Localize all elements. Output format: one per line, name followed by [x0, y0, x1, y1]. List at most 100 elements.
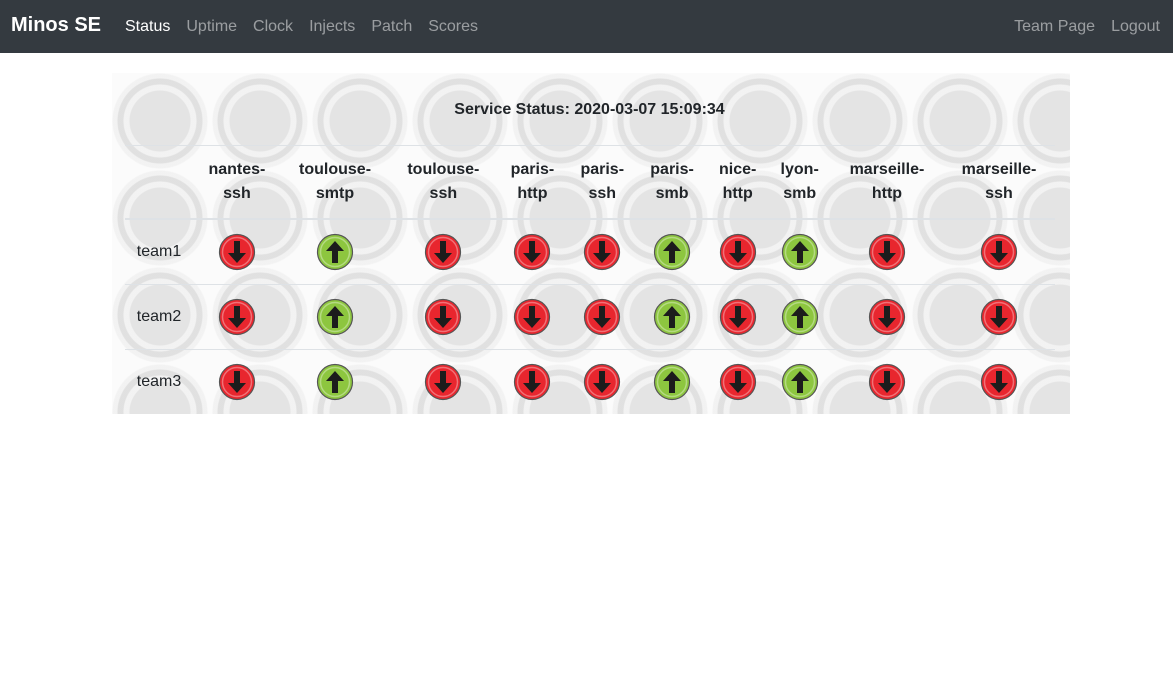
team-name: team1 — [136, 243, 182, 260]
service-name-part2: smb — [783, 185, 817, 202]
status-down-icon — [584, 298, 621, 336]
service-name-part2: http — [722, 185, 753, 202]
nav-uptime[interactable]: Uptime — [186, 17, 238, 35]
service-status-cell — [280, 284, 390, 350]
service-status-cell — [497, 284, 568, 350]
top-navbar: Minos SE Status Uptime Clock Injects Pat… — [0, 0, 1173, 53]
service-header: nice-http — [706, 145, 769, 220]
service-status-cell — [498, 219, 568, 285]
service-name-part2: http — [517, 185, 548, 202]
service-status-cell — [831, 219, 943, 285]
service-name-part2: ssh — [429, 185, 458, 202]
service-header: nantes-ssh — [193, 145, 281, 220]
service-status-cell — [706, 349, 769, 414]
service-name-part1: marseille- — [849, 161, 925, 178]
service-status-cell — [389, 284, 498, 350]
service-status-cell — [567, 219, 637, 285]
nav-clock[interactable]: Clock — [253, 17, 294, 35]
status-down-icon — [980, 363, 1018, 401]
status-down-icon — [719, 298, 756, 336]
service-name-part1: nantes- — [208, 161, 266, 178]
service-name-part1: toulouse- — [299, 161, 372, 178]
team-row: team2 — [125, 284, 1055, 350]
service-status-cell — [943, 219, 1055, 285]
main-nav: Status Uptime Clock Injects Patch Scores — [117, 0, 486, 53]
status-down-icon — [425, 363, 462, 401]
service-status-cell — [281, 219, 389, 285]
service-name-part1: paris- — [510, 161, 555, 178]
status-down-icon — [218, 233, 256, 271]
service-name-part1: nice- — [719, 161, 757, 178]
header-row: nantes-ssh toulouse-smtp toulouse-ssh paris… — [125, 145, 1055, 220]
nav-logout[interactable]: Logout — [1111, 17, 1160, 35]
service-name-part1: paris- — [650, 161, 694, 178]
team-row: team1 — [125, 219, 1055, 285]
status-up-icon — [653, 363, 691, 401]
service-name-part1: marseille- — [961, 161, 1037, 178]
nav-patch[interactable]: Patch — [371, 17, 413, 35]
service-status-cell — [706, 284, 769, 350]
service-name-part2: smb — [655, 185, 689, 202]
status-down-icon — [425, 233, 462, 271]
status-title: Service Status: 2020-03-07 15:09:34 — [454, 101, 725, 118]
service-status-cell — [830, 349, 943, 414]
nav-scores[interactable]: Scores — [428, 17, 479, 35]
service-name-part2: ssh — [223, 185, 251, 202]
service-status-cell — [768, 219, 831, 285]
status-body: team1 team2 team3 — [125, 219, 1055, 414]
service-status-cell — [567, 349, 638, 414]
service-header: toulouse-ssh — [389, 145, 498, 220]
service-status-cell — [768, 349, 831, 414]
status-up-icon — [316, 363, 354, 401]
team-row: team3 — [125, 349, 1055, 414]
status-down-icon — [980, 233, 1018, 271]
status-down-icon — [584, 363, 621, 401]
service-status-cell — [193, 284, 281, 350]
service-status-cell — [193, 219, 281, 285]
status-panel: Service Status: 2020-03-07 15:09:34 nant… — [112, 73, 1070, 414]
service-status-table: nantes-ssh toulouse-smtp toulouse-ssh paris… — [125, 145, 1055, 414]
status-down-icon — [868, 363, 906, 401]
service-header: paris-smb — [637, 145, 707, 220]
status-down-icon — [868, 233, 906, 271]
service-status-cell — [830, 284, 943, 350]
service-status-cell — [193, 349, 281, 414]
service-header: paris-ssh — [567, 145, 638, 220]
service-name-part2: ssh — [985, 185, 1013, 202]
service-header: marseille-ssh — [942, 145, 1055, 220]
status-up-icon — [653, 298, 691, 336]
service-name-part1: toulouse- — [407, 161, 480, 178]
status-down-icon — [980, 298, 1018, 336]
service-status-cell — [707, 219, 768, 285]
service-name-part1: paris- — [580, 161, 625, 178]
status-down-icon — [218, 363, 256, 401]
team-name: team2 — [125, 284, 193, 350]
status-down-icon — [218, 298, 256, 336]
user-nav: Team Page Logout — [1006, 0, 1168, 53]
service-status-cell — [389, 219, 497, 285]
status-up-icon — [781, 298, 818, 336]
status-up-icon — [781, 233, 818, 271]
nav-status[interactable]: Status — [125, 17, 171, 35]
status-down-icon — [514, 298, 551, 336]
status-down-icon — [719, 233, 756, 271]
service-status-cell — [280, 349, 390, 414]
service-name-part1: lyon- — [780, 161, 819, 178]
service-status-cell — [637, 349, 707, 414]
status-up-icon — [316, 298, 354, 336]
nav-injects[interactable]: Injects — [309, 17, 356, 35]
nav-team-page[interactable]: Team Page — [1014, 17, 1096, 35]
service-header: toulouse-smtp — [280, 145, 390, 220]
service-name-part2: http — [871, 185, 903, 202]
service-status-cell — [942, 284, 1055, 350]
status-down-icon — [584, 233, 621, 271]
status-up-icon — [316, 233, 354, 271]
service-name-part2: ssh — [588, 185, 617, 202]
brand-link[interactable]: Minos SE — [11, 14, 102, 36]
status-up-icon — [781, 363, 818, 401]
status-up-icon — [653, 233, 691, 271]
status-down-icon — [514, 233, 551, 271]
service-status-cell — [768, 284, 831, 350]
service-status-cell — [942, 349, 1055, 414]
team-column-header — [125, 145, 193, 220]
